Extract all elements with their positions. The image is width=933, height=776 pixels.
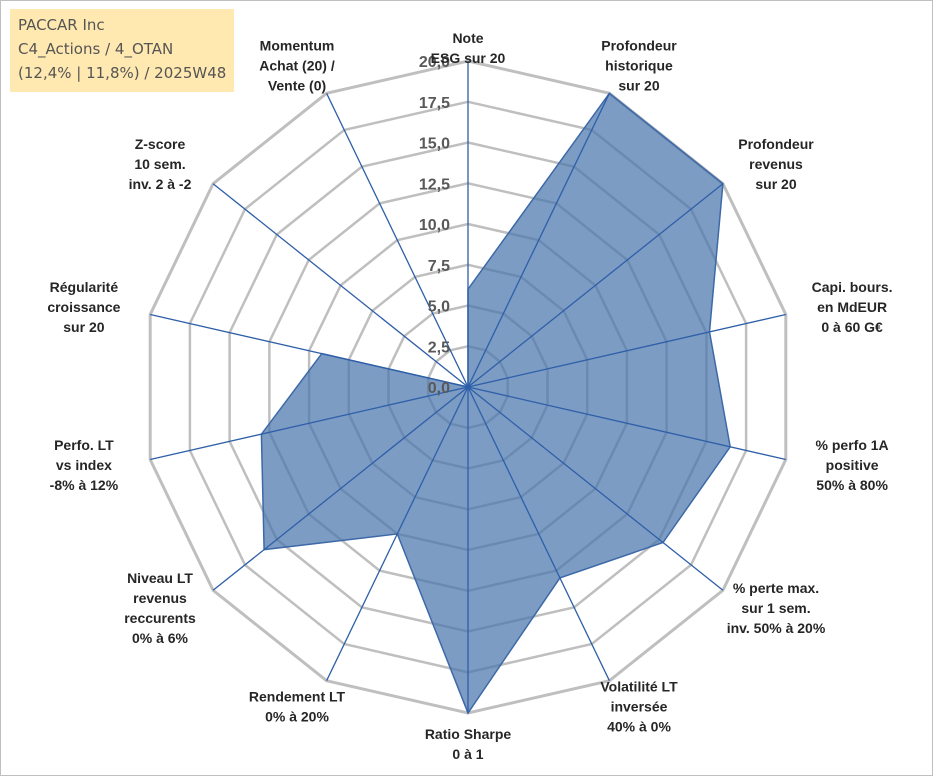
tick-label: 20,0 [419,54,450,71]
axis-spoke [326,386,469,681]
category-label: Profondeur revenus sur 20 [738,136,814,192]
axis-spoke [326,93,469,388]
axis-spoke [467,183,724,388]
category-label: Perfo. LT vs index -8% à 12% [50,437,119,493]
category-label: Momentum Achat (20) / Vente (0) [259,37,335,93]
axis-spoke [467,386,724,591]
axis-spoke [467,386,786,461]
axis-spoke [467,93,610,388]
category-labels: Note ESG sur 20 Profondeur historique sur 20… [47,30,892,762]
tick-label: 0,0 [428,380,450,397]
category-label: Note ESG sur 20 [431,30,506,66]
axis-spoke [467,386,610,681]
tick-label: 5,0 [428,299,450,316]
category-label: Ratio Sharpe 0 à 1 [425,726,512,762]
category-label: % perfo 1A positive 50% à 80% [816,437,889,493]
axis-spoke [150,386,469,461]
tick-label: 7,5 [428,258,450,275]
company-name: PACCAR Inc [18,16,105,34]
category-label: Z-score 10 sem. inv. 2 à -2 [129,136,192,192]
category-label: Volatilité LT inversée 40% à 0% [600,679,678,735]
axis-spoke [212,183,469,388]
category-label: Profondeur historique sur 20 [601,37,677,93]
tick-label: 17,5 [419,95,450,112]
portfolio-category: C4_Actions / 4_OTAN [18,40,174,58]
performance-week: (12,4% | 11,8%) / 2025W48 [18,64,227,82]
axis-spoke [150,313,469,388]
radar-series [260,92,731,715]
category-label: Niveau LT revenus reccurents 0% à 6% [124,570,196,646]
category-label: Régularité croissance sur 20 [47,279,120,335]
tick-label: 10,0 [419,217,450,234]
title-box: PACCAR Inc C4_Actions / 4_OTAN (12,4% | … [10,9,234,92]
tick-label: 2,5 [428,339,450,356]
radar-spokes [150,61,786,713]
axis-spoke [212,386,469,591]
category-label: Rendement LT 0% à 20% [249,689,346,725]
radial-tick-labels: 0,0 2,5 5,0 7,5 10,0 12,5 15,0 17,5 20,0 [419,54,450,397]
axis-spoke [467,313,786,388]
tick-label: 15,0 [419,136,450,153]
series-area [260,92,731,715]
tick-label: 12,5 [419,176,450,193]
category-label: Capi. bours. en MdEUR 0 à 60 G€ [812,279,893,335]
category-label: % perte max. sur 1 sem. inv. 50% à 20% [727,580,826,636]
